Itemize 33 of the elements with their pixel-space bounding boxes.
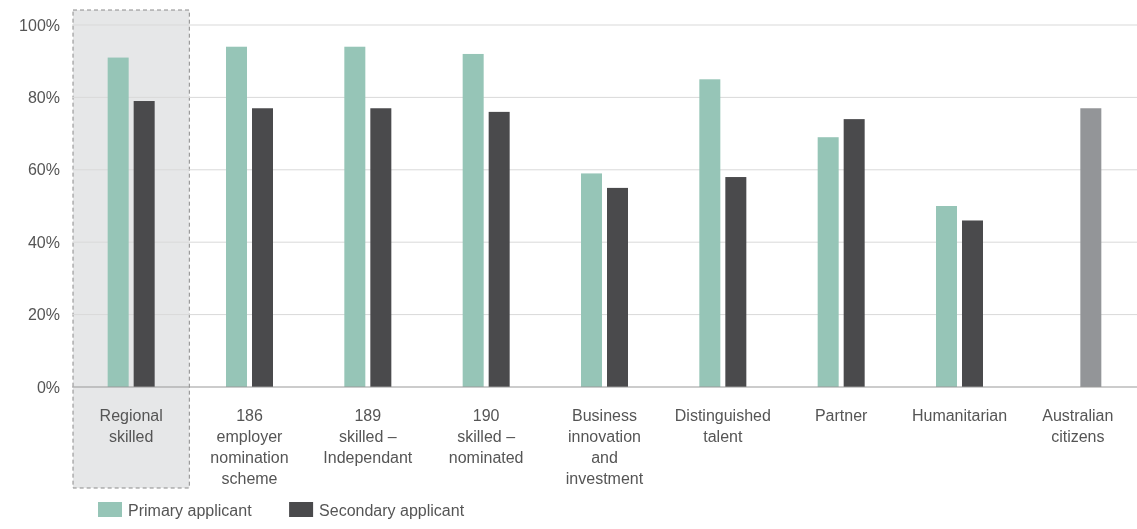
x-tick-label: Business innovation and investment: [565, 407, 644, 487]
legend-label: Primary applicant: [128, 502, 253, 519]
bar: [936, 206, 957, 387]
bar: [488, 111, 510, 387]
y-tick-label: 80%: [27, 89, 60, 106]
bar: [370, 108, 392, 387]
bar: [462, 53, 484, 387]
bar: [843, 119, 865, 387]
x-tick-label: Regional skilled: [99, 407, 163, 445]
x-tick-label: Partner: [814, 407, 869, 424]
x-tick-label: 186 employer nomination scheme: [210, 407, 289, 487]
x-tick-label: Humanitarian: [911, 407, 1008, 424]
x-tick-label: Distinguished talent: [674, 407, 771, 445]
x-tick-label: 190 skilled – nominated: [448, 407, 524, 466]
bar: [581, 173, 602, 387]
bar: [699, 79, 721, 387]
bar: [344, 46, 366, 387]
bar: [252, 108, 273, 387]
y-tick-label: 0%: [36, 378, 60, 396]
y-tick-label: 40%: [27, 233, 60, 251]
bar: [817, 137, 839, 387]
x-tick-label: 189 skilled – Independant: [323, 407, 413, 466]
bar: [725, 177, 747, 387]
bar: [226, 46, 247, 387]
y-tick-label: 60%: [27, 161, 60, 179]
y-tick-label: 100%: [19, 16, 60, 34]
bar: [962, 220, 983, 387]
bar: [133, 101, 155, 387]
y-tick-label: 20%: [27, 306, 60, 324]
x-tick-label: Australian citizens: [1042, 407, 1114, 445]
legend-label: Secondary applicant: [319, 502, 465, 519]
bar: [607, 187, 628, 387]
bar: [107, 57, 129, 387]
